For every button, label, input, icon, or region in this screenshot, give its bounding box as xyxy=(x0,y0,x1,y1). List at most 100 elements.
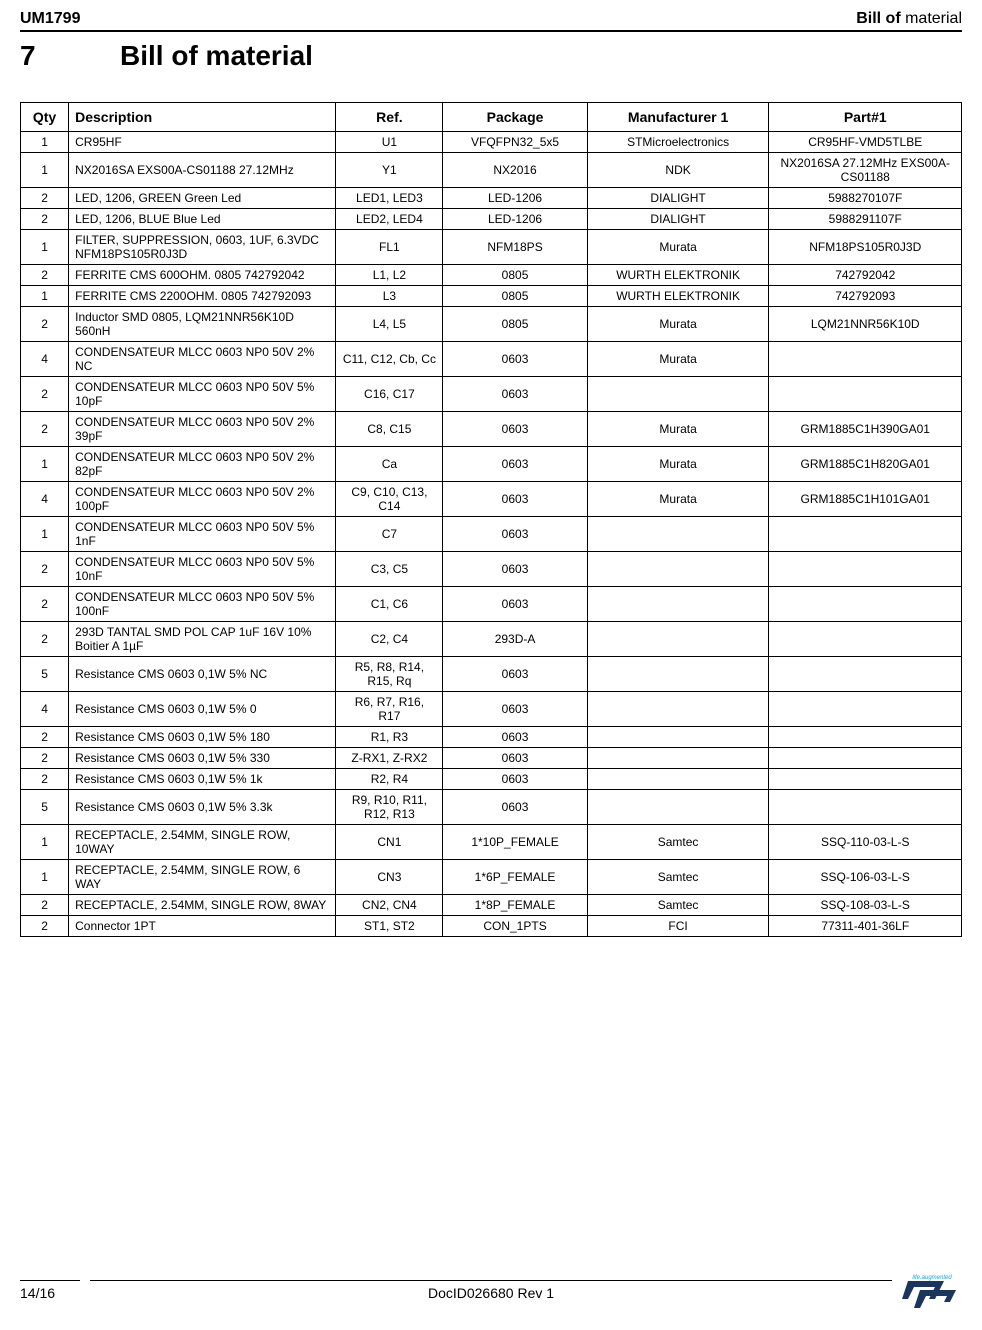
table-cell: Murata xyxy=(587,307,769,342)
table-cell xyxy=(769,517,962,552)
table-cell: 4 xyxy=(21,692,69,727)
table-cell: 5 xyxy=(21,657,69,692)
table-cell: U1 xyxy=(336,132,443,153)
table-cell: Inductor SMD 0805, LQM21NNR56K10D 560nH xyxy=(69,307,336,342)
table-row: 1FILTER, SUPPRESSION, 0603, 1UF, 6.3VDC … xyxy=(21,230,962,265)
table-cell: 0603 xyxy=(443,769,587,790)
table-row: 5Resistance CMS 0603 0,1W 5% 3.3kR9, R10… xyxy=(21,790,962,825)
table-cell: LED-1206 xyxy=(443,209,587,230)
table-cell: CON_1PTS xyxy=(443,916,587,937)
table-cell: NX2016SA EXS00A-CS01188 27.12MHz xyxy=(69,153,336,188)
section-title-text: Bill of material xyxy=(120,40,313,71)
table-cell: 0603 xyxy=(443,657,587,692)
table-cell: LED, 1206, BLUE Blue Led xyxy=(69,209,336,230)
table-cell xyxy=(587,790,769,825)
table-cell: 4 xyxy=(21,342,69,377)
table-cell: 2 xyxy=(21,307,69,342)
table-row: 4CONDENSATEUR MLCC 0603 NP0 50V 2% 100pF… xyxy=(21,482,962,517)
table-cell: 0805 xyxy=(443,286,587,307)
table-cell: 2 xyxy=(21,727,69,748)
section-label: Bill of material xyxy=(856,10,962,28)
table-cell xyxy=(587,692,769,727)
table-cell: C8, C15 xyxy=(336,412,443,447)
table-cell: FL1 xyxy=(336,230,443,265)
table-cell: RECEPTACLE, 2.54MM, SINGLE ROW, 10WAY xyxy=(69,825,336,860)
table-cell: 0603 xyxy=(443,447,587,482)
table-cell xyxy=(587,657,769,692)
table-cell: CONDENSATEUR MLCC 0603 NP0 50V 5% 100nF xyxy=(69,587,336,622)
table-row: 2Resistance CMS 0603 0,1W 5% 330Z-RX1, Z… xyxy=(21,748,962,769)
table-row: 2LED, 1206, BLUE Blue LedLED2, LED4LED-1… xyxy=(21,209,962,230)
table-cell: LED-1206 xyxy=(443,188,587,209)
table-cell: 2 xyxy=(21,916,69,937)
table-cell: STMicroelectronics xyxy=(587,132,769,153)
table-row: 5Resistance CMS 0603 0,1W 5% NCR5, R8, R… xyxy=(21,657,962,692)
table-cell xyxy=(769,377,962,412)
table-cell: 0805 xyxy=(443,265,587,286)
table-cell: 0603 xyxy=(443,517,587,552)
table-cell: 2 xyxy=(21,748,69,769)
table-cell: LED1, LED3 xyxy=(336,188,443,209)
page-footer: 14/16 DocID026680 Rev 1 life.augmented xyxy=(20,1270,962,1310)
table-cell: 2 xyxy=(21,552,69,587)
table-cell: LQM21NNR56K10D xyxy=(769,307,962,342)
table-cell: Connector 1PT xyxy=(69,916,336,937)
table-cell: Murata xyxy=(587,412,769,447)
table-cell: DIALIGHT xyxy=(587,209,769,230)
table-cell: 1*8P_FEMALE xyxy=(443,895,587,916)
col-header-desc: Description xyxy=(69,103,336,132)
doc-code: UM1799 xyxy=(20,10,80,28)
table-cell: CONDENSATEUR MLCC 0603 NP0 50V 2% 100pF xyxy=(69,482,336,517)
table-cell: 2 xyxy=(21,895,69,916)
table-cell xyxy=(769,657,962,692)
table-cell: 1 xyxy=(21,230,69,265)
table-cell: WURTH ELEKTRONIK xyxy=(587,265,769,286)
table-cell: L3 xyxy=(336,286,443,307)
table-cell: NX2016 xyxy=(443,153,587,188)
table-cell: 1*6P_FEMALE xyxy=(443,860,587,895)
table-cell: Resistance CMS 0603 0,1W 5% 3.3k xyxy=(69,790,336,825)
table-cell: CN2, CN4 xyxy=(336,895,443,916)
col-header-part: Part#1 xyxy=(769,103,962,132)
table-row: 2CONDENSATEUR MLCC 0603 NP0 50V 5% 10nFC… xyxy=(21,552,962,587)
table-row: 1RECEPTACLE, 2.54MM, SINGLE ROW, 10WAYCN… xyxy=(21,825,962,860)
table-cell: CONDENSATEUR MLCC 0603 NP0 50V 2% 82pF xyxy=(69,447,336,482)
page-header: UM1799 Bill of material xyxy=(20,10,962,32)
table-cell: 5 xyxy=(21,790,69,825)
table-cell xyxy=(587,552,769,587)
table-row: 2CONDENSATEUR MLCC 0603 NP0 50V 5% 100nF… xyxy=(21,587,962,622)
table-cell: NX2016SA 27.12MHz EXS00A-CS01188 xyxy=(769,153,962,188)
table-cell: 2 xyxy=(21,622,69,657)
section-number: 7 xyxy=(20,40,120,72)
col-header-pkg: Package xyxy=(443,103,587,132)
st-logo: life.augmented xyxy=(902,1270,962,1310)
table-row: 2Inductor SMD 0805, LQM21NNR56K10D 560nH… xyxy=(21,307,962,342)
table-cell xyxy=(587,377,769,412)
table-cell: 293D TANTAL SMD POL CAP 1uF 16V 10% Boit… xyxy=(69,622,336,657)
table-cell xyxy=(769,727,962,748)
table-cell: 0603 xyxy=(443,552,587,587)
table-row: 1RECEPTACLE, 2.54MM, SINGLE ROW, 6 WAYCN… xyxy=(21,860,962,895)
table-cell: GRM1885C1H820GA01 xyxy=(769,447,962,482)
col-header-mfr: Manufacturer 1 xyxy=(587,103,769,132)
table-cell: 5988270107F xyxy=(769,188,962,209)
table-cell: 2 xyxy=(21,587,69,622)
table-cell: 0603 xyxy=(443,748,587,769)
table-cell: WURTH ELEKTRONIK xyxy=(587,286,769,307)
section-label-rest: material xyxy=(901,10,962,27)
table-cell: GRM1885C1H390GA01 xyxy=(769,412,962,447)
table-cell: 2 xyxy=(21,769,69,790)
table-cell xyxy=(587,517,769,552)
table-cell: R6, R7, R16, R17 xyxy=(336,692,443,727)
table-row: 2CONDENSATEUR MLCC 0603 NP0 50V 2% 39pFC… xyxy=(21,412,962,447)
bom-table: Qty Description Ref. Package Manufacture… xyxy=(20,102,962,937)
table-cell: CONDENSATEUR MLCC 0603 NP0 50V 5% 10pF xyxy=(69,377,336,412)
table-cell xyxy=(769,552,962,587)
table-cell: GRM1885C1H101GA01 xyxy=(769,482,962,517)
table-row: 1CR95HFU1VFQFPN32_5x5STMicroelectronicsC… xyxy=(21,132,962,153)
table-cell: 2 xyxy=(21,412,69,447)
table-cell: Resistance CMS 0603 0,1W 5% 180 xyxy=(69,727,336,748)
table-cell xyxy=(587,587,769,622)
table-cell xyxy=(769,342,962,377)
table-cell: 0603 xyxy=(443,412,587,447)
